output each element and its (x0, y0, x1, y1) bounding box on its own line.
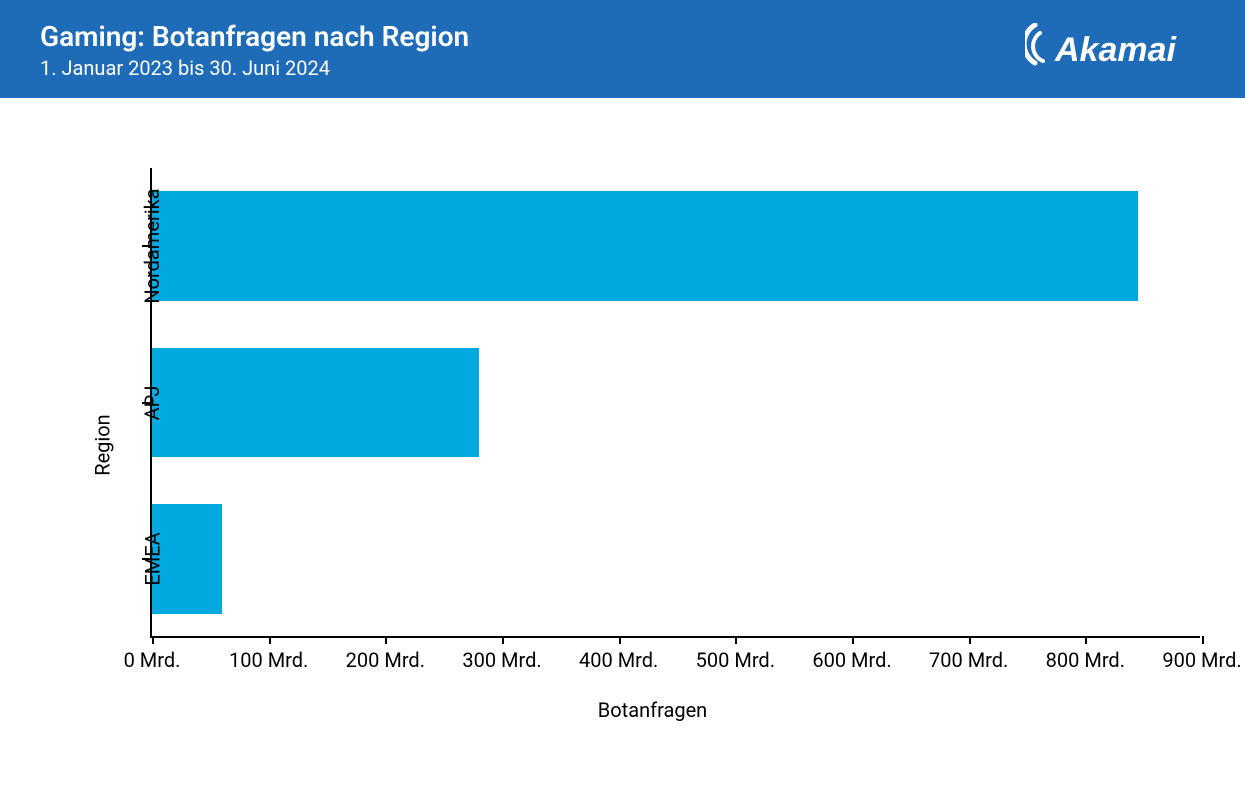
x-tick-mark (269, 636, 271, 644)
x-tick-label: 200 Mrd. (346, 648, 425, 672)
plot-area: 0 Mrd.100 Mrd.200 Mrd.300 Mrd.400 Mrd.50… (150, 168, 1200, 638)
x-tick-mark (152, 636, 154, 644)
header: Gaming: Botanfragen nach Region 1. Janua… (0, 0, 1245, 98)
x-tick-mark (502, 636, 504, 644)
chart: Region 0 Mrd.100 Mrd.200 Mrd.300 Mrd.400… (150, 168, 1155, 722)
y-tick-mark (142, 245, 150, 247)
header-text: Gaming: Botanfragen nach Region 1. Janua… (40, 20, 469, 80)
x-tick-mark (735, 636, 737, 644)
x-tick-label: 0 Mrd. (124, 648, 181, 672)
y-tick-mark (142, 558, 150, 560)
x-tick-label: 300 Mrd. (462, 648, 541, 672)
x-tick-label: 800 Mrd. (1046, 648, 1125, 672)
x-tick-mark (1202, 636, 1204, 644)
x-tick-label: 900 Mrd. (1162, 648, 1241, 672)
brand-logo: Akamai (1025, 23, 1205, 77)
chart-subtitle: 1. Januar 2023 bis 30. Juni 2024 (40, 56, 469, 80)
x-tick-mark (852, 636, 854, 644)
x-axis-title: Botanfragen (150, 698, 1155, 722)
x-tick-mark (969, 636, 971, 644)
bar (152, 348, 479, 458)
x-tick-label: 100 Mrd. (229, 648, 308, 672)
x-tick-mark (385, 636, 387, 644)
bar (152, 191, 1138, 301)
x-tick-mark (1085, 636, 1087, 644)
x-tick-label: 700 Mrd. (929, 648, 1008, 672)
category-label: Nordamerika (140, 246, 164, 361)
y-tick-mark (142, 402, 150, 404)
chart-container: Region 0 Mrd.100 Mrd.200 Mrd.300 Mrd.400… (0, 98, 1245, 762)
svg-text:Akamai: Akamai (1054, 31, 1178, 69)
chart-title: Gaming: Botanfragen nach Region (40, 20, 469, 54)
x-tick-label: 600 Mrd. (812, 648, 891, 672)
category-label: APJ (140, 403, 164, 438)
y-axis-title: Region (91, 414, 115, 475)
x-tick-label: 500 Mrd. (696, 648, 775, 672)
x-ticks: 0 Mrd.100 Mrd.200 Mrd.300 Mrd.400 Mrd.50… (152, 636, 1200, 676)
x-tick-mark (619, 636, 621, 644)
category-label: EMEA (140, 559, 164, 612)
x-tick-label: 400 Mrd. (579, 648, 658, 672)
